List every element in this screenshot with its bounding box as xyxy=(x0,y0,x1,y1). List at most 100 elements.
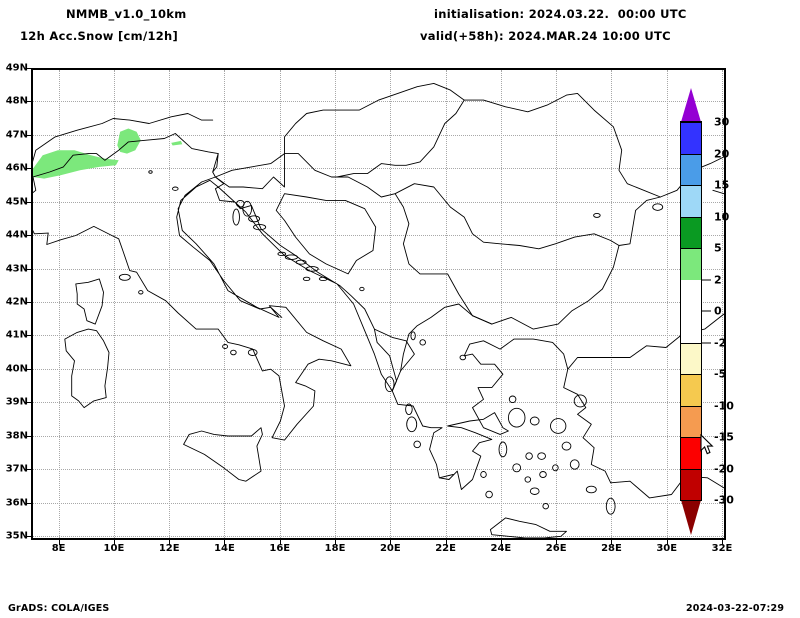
y-axis-tick-mark xyxy=(26,502,31,504)
island-outline xyxy=(550,418,567,434)
island-outline xyxy=(302,276,311,282)
y-axis-tick-mark xyxy=(26,435,31,437)
colorbar-tick-mark xyxy=(701,342,711,343)
y-axis-tick-mark xyxy=(26,536,31,537)
initialisation-time: initialisation: 2024.03.22. 00:00 UTC xyxy=(434,7,687,21)
island-outline xyxy=(507,407,526,428)
island-outline xyxy=(542,503,549,510)
y-axis-tick-mark xyxy=(26,101,31,103)
geo-outline xyxy=(373,328,415,372)
x-axis-tick-label: 32E xyxy=(711,543,733,554)
x-axis-tick-mark xyxy=(58,540,60,545)
field-title: 12h Acc.Snow [cm/12h] xyxy=(20,29,179,43)
colorbar-band[interactable] xyxy=(681,437,701,470)
colorbar-band[interactable] xyxy=(681,405,701,438)
gridline-vertical xyxy=(279,70,281,538)
island-outline xyxy=(480,471,487,478)
geo-outline xyxy=(391,313,724,490)
y-axis-tick-label: 42N xyxy=(5,296,28,308)
colorbar-band[interactable] xyxy=(681,122,701,155)
island-outline xyxy=(277,251,287,257)
x-axis-tick-label: 18E xyxy=(324,543,346,554)
geo-outline xyxy=(64,328,110,409)
island-outline xyxy=(537,452,546,460)
y-axis-tick-mark xyxy=(26,302,31,303)
colorbar-tick-label: 10 xyxy=(714,210,730,223)
x-axis-tick-mark xyxy=(224,540,226,545)
geo-outline xyxy=(33,133,219,235)
island-outline xyxy=(405,403,413,416)
map-coastlines-and-borders xyxy=(33,82,724,538)
geo-outline xyxy=(463,92,661,198)
island-outline xyxy=(284,254,298,260)
colorbar-tick-label: -20 xyxy=(714,462,734,475)
geo-outline xyxy=(472,315,493,325)
island-outline xyxy=(573,394,587,408)
island-outline xyxy=(172,186,179,191)
island-outline xyxy=(413,440,421,449)
island-outline xyxy=(529,416,540,426)
colorbar-band[interactable] xyxy=(681,468,701,501)
colorbar-tick-label: 0 xyxy=(714,304,722,318)
colorbar-band[interactable] xyxy=(681,153,701,186)
y-axis-tick-label: 38N xyxy=(5,430,28,442)
gridline-vertical xyxy=(556,70,558,538)
colorbar-tick-mark xyxy=(701,279,711,280)
island-outline xyxy=(652,203,664,211)
y-axis-tick-mark xyxy=(26,201,31,203)
map-plot-area[interactable] xyxy=(31,68,726,540)
gridline-vertical xyxy=(722,70,723,538)
x-axis-tick-label: 20E xyxy=(379,543,401,554)
y-axis-tick-mark xyxy=(26,335,31,337)
colorbar-band[interactable] xyxy=(681,311,701,344)
gridline-horizontal xyxy=(33,502,724,504)
island-outline xyxy=(459,354,467,361)
geo-outline xyxy=(489,517,567,538)
colorbar-band[interactable] xyxy=(681,248,701,281)
gridline-horizontal xyxy=(33,134,724,136)
colorbar-band[interactable] xyxy=(681,216,701,249)
geo-outline xyxy=(46,176,397,441)
geo-outline xyxy=(284,82,465,178)
gridline-horizontal xyxy=(33,469,724,471)
mouse-cursor-icon xyxy=(700,434,714,455)
island-outline xyxy=(253,223,267,231)
x-axis-tick-mark xyxy=(335,540,337,545)
geo-outline xyxy=(75,278,104,325)
y-axis-tick-mark xyxy=(26,68,31,69)
island-outline xyxy=(593,212,601,218)
colorbar-band[interactable] xyxy=(681,342,701,375)
x-axis-tick-label: 22E xyxy=(435,543,456,554)
y-axis-tick-label: 47N xyxy=(5,129,28,141)
y-axis-tick-mark xyxy=(26,469,31,471)
geo-outline xyxy=(275,193,377,275)
colorbar-tick-label: 2 xyxy=(714,273,722,286)
island-outline xyxy=(242,200,253,217)
island-outline xyxy=(235,199,245,208)
geo-outline xyxy=(214,153,285,190)
gridline-horizontal xyxy=(33,402,724,404)
island-outline xyxy=(419,339,426,346)
island-outline xyxy=(585,485,597,494)
colorbar-band[interactable] xyxy=(681,279,701,312)
gridline-vertical xyxy=(500,70,502,538)
island-outline xyxy=(305,266,319,272)
island-outline xyxy=(295,259,307,265)
x-axis-tick-label: 26E xyxy=(545,543,567,554)
footer-timestamp: 2024-03-22-07:29 xyxy=(686,603,785,614)
geo-outline xyxy=(563,368,612,484)
gridline-vertical xyxy=(390,70,392,538)
y-axis-tick-mark xyxy=(26,268,31,270)
colorbar-tick-label: 5 xyxy=(714,241,722,255)
colorbar-tick-label: -15 xyxy=(714,430,734,444)
colorbar[interactable] xyxy=(681,88,701,535)
x-axis-tick-label: 12E xyxy=(158,543,180,554)
colorbar-band[interactable] xyxy=(681,374,701,407)
colorbar-band[interactable] xyxy=(681,185,701,218)
x-axis-tick-label: 10E xyxy=(103,543,125,554)
island-outline xyxy=(605,497,616,515)
island-outline xyxy=(384,376,395,393)
gridline-vertical xyxy=(335,70,337,538)
island-outline xyxy=(569,459,580,470)
gridline-vertical xyxy=(611,70,613,538)
